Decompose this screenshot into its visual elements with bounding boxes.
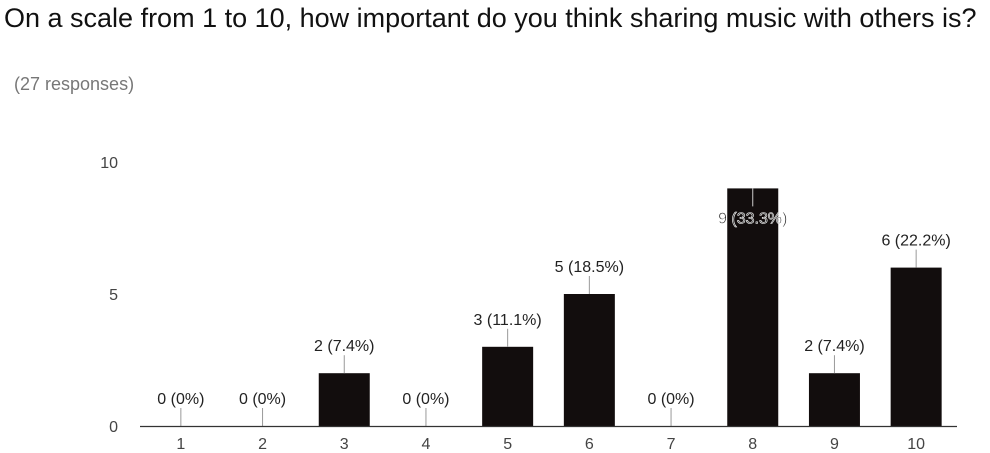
data-label: 0 (0%) (402, 391, 449, 408)
data-label: 3 (11.1%) (474, 312, 542, 329)
x-tick-label: 8 (748, 436, 757, 453)
y-tick-label: 0 (109, 419, 118, 436)
data-label: 9 (33.3%) (718, 210, 787, 227)
y-axis-ticks: 0 5 10 (100, 155, 118, 436)
data-label: 6 (22.2%) (881, 233, 950, 250)
bar (563, 294, 615, 426)
x-tick-label: 3 (340, 436, 349, 453)
bar (482, 346, 534, 426)
data-label: 5 (18.5%) (555, 259, 624, 276)
x-tick-label: 9 (830, 436, 839, 453)
data-label: 0 (0%) (647, 391, 694, 408)
data-label: 2 (7.4%) (314, 338, 374, 355)
x-tick-label: 4 (421, 436, 430, 453)
x-tick-label: 5 (503, 436, 512, 453)
bar (808, 373, 860, 426)
bar (318, 373, 370, 426)
y-tick-label: 10 (100, 155, 118, 172)
question-title: On a scale from 1 to 10, how important d… (4, 3, 977, 33)
data-label: 2 (7.4%) (804, 338, 864, 355)
y-tick-label: 5 (109, 287, 118, 304)
x-tick-label: 1 (176, 436, 185, 453)
x-axis-ticks: 1 2 3 4 5 6 7 8 9 10 (176, 436, 925, 453)
x-tick-label: 7 (667, 436, 676, 453)
bar (890, 267, 942, 426)
data-labels: 0 (0%) 0 (0%) 2 (7.4%) 0 (0%) 3 (11.1%) 5 (18… (157, 210, 951, 408)
bar-series (318, 188, 942, 426)
response-count: (27 responses) (14, 74, 135, 94)
data-label-leaders (180, 188, 917, 426)
x-tick-label: 2 (258, 436, 267, 453)
x-tick-label: 6 (585, 436, 594, 453)
x-tick-label: 10 (907, 436, 925, 453)
data-label: 0 (0%) (157, 391, 204, 408)
data-label: 0 (0%) (239, 391, 286, 408)
bar (727, 188, 779, 426)
